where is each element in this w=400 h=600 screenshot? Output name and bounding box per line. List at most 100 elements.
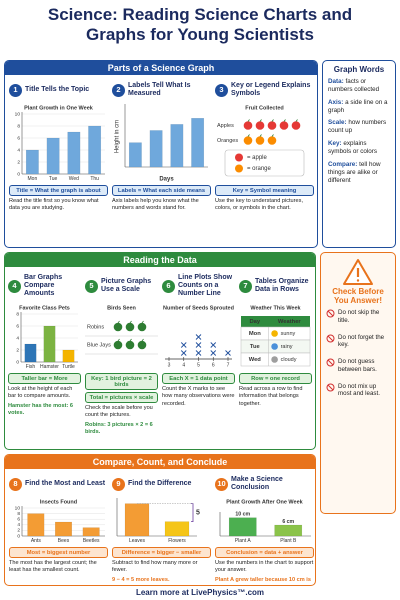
no-icon-ring: [326, 358, 335, 367]
table-cell: Tue: [250, 344, 261, 350]
card-text: Hamster has the most: 6 votes.: [8, 402, 73, 416]
icon: [267, 121, 277, 130]
card-text: Robins: 3 pictures × 2 = 6 birds.: [85, 421, 153, 435]
chart-title: Favorite Class Pets: [19, 305, 70, 311]
y-tick-label: 4: [17, 147, 20, 153]
card-header: 6 Line Plots Show Counts on a Number Line: [162, 271, 235, 301]
x-mark: [210, 342, 217, 348]
check-text: Do not guess between bars.: [338, 358, 377, 373]
bar: [24, 343, 37, 363]
y-tick-label: 4: [16, 335, 19, 341]
chart-title: Number of Seeds Sprouted: [163, 305, 234, 311]
icon-row: [113, 338, 147, 350]
check-text: Do not skip the title.: [338, 309, 380, 324]
card-text: Count the X marks to see how many observ…: [162, 386, 235, 407]
word-item: Axis: a side line on a graph: [328, 99, 390, 115]
x-tick-label: 4: [182, 362, 185, 368]
annotation: 5: [196, 509, 200, 516]
no-icon: [326, 309, 335, 318]
rule-box: Most = biggest number: [9, 547, 108, 558]
no-icon-slash: [327, 359, 334, 366]
y-tick-label: 0: [16, 359, 19, 365]
icon: [137, 322, 147, 332]
icon: [125, 322, 135, 332]
card-header: 4 Bar Graphs Compare Amounts: [8, 271, 81, 301]
icon-row: [243, 119, 301, 130]
x-tick-label: Mon: [28, 176, 38, 182]
mini-chart: Plant Growth in One Week 0 2 4 6 8 10 Mon Tue Wed…: [15, 105, 105, 182]
icon-stem: [247, 119, 250, 122]
card-text: 9 − 4 = 5 more leaves.: [112, 576, 170, 583]
word-item: Data: facts or numbers collected: [328, 78, 390, 94]
icon: [137, 340, 147, 350]
no-icon-ring: [326, 334, 335, 342]
value-label: 6 cm: [282, 519, 294, 525]
key-icon: [235, 164, 243, 173]
word-term: Key:: [328, 140, 342, 148]
x-tick-label: Plant A: [235, 538, 252, 544]
x-tick-label: Leaves: [129, 538, 146, 544]
card: 5 Picture Graphs Use a Scale Birds Seen Rob…: [85, 271, 158, 447]
chart-title: Birds Seen: [107, 305, 136, 311]
icon: [243, 136, 253, 145]
table-header-cell: Day: [249, 319, 260, 325]
y-tick-label: 8: [16, 311, 19, 317]
x-mark: [210, 350, 217, 356]
card: 3 Key or Legend Explains Symbols Fruit Col…: [215, 79, 314, 245]
card-text: Axis labels help you know what the numbe…: [112, 198, 199, 212]
x-tick-label: Fish: [26, 364, 36, 370]
card-title: Line Plots Show Counts on a Number Line: [178, 273, 233, 298]
icon-row: [243, 134, 277, 145]
no-icon-slash: [327, 310, 334, 317]
icon: [255, 136, 265, 145]
no-icon: [326, 334, 335, 342]
bar: [149, 130, 163, 168]
key-label: = orange: [247, 166, 272, 172]
step-number: 5: [85, 279, 98, 293]
x-tick-label: 3: [168, 362, 171, 368]
y-tick-label: 10: [15, 505, 21, 511]
card: 10 Make a Science Conclusion Plant Growth …: [215, 473, 314, 583]
x-mark: [225, 350, 231, 356]
card: 1 Title Tells the Topic Plant Growth in On…: [9, 79, 108, 245]
card-header: 3 Key or Legend Explains Symbols: [215, 79, 314, 101]
y-tick-label: 4: [17, 522, 20, 528]
difference-bracket: [191, 503, 194, 522]
mini-chart: Birds Seen Robins Blue Jays: [85, 305, 158, 355]
word-term: Axis:: [328, 98, 344, 106]
card-title: Key or Legend Explains Symbols: [231, 81, 311, 97]
word-definition: tell how things are alike or different: [328, 160, 381, 184]
x-tick-label: Tue: [49, 176, 58, 182]
mini-chart: Number of Seeds Sprouted 3 4 5 6 7: [163, 305, 234, 368]
bar: [62, 349, 75, 363]
x-tick-label: Turtle: [62, 364, 75, 370]
bar: [274, 524, 303, 537]
x-mark: [180, 350, 187, 356]
word-term: Data:: [328, 78, 344, 85]
check-text: Do not mix up most and least.: [338, 382, 380, 398]
y-tick-label: 2: [16, 347, 19, 353]
card-header: 7 Tables Organize Data in Rows: [239, 271, 312, 301]
icon-stem: [295, 119, 298, 122]
icon: [291, 121, 301, 130]
section-heading: Compare, Count, and Conclude: [5, 455, 315, 469]
icon-stem: [283, 119, 286, 122]
icon: [125, 340, 135, 350]
no-icon: [326, 383, 335, 391]
step-number: 1: [9, 83, 22, 97]
no-icon-slash: [327, 384, 334, 390]
icon-stem: [247, 134, 250, 137]
key-icon: [235, 153, 243, 162]
mini-chart: Leaves Flowers 5: [116, 498, 200, 544]
y-tick-label: 6: [16, 323, 19, 329]
no-icon-ring: [326, 383, 335, 391]
word-definition: explains symbols or colors: [328, 140, 377, 156]
check-item: Do not skip the title.: [326, 309, 390, 325]
rule-box: Row = one record: [239, 373, 312, 384]
step-number: 9: [112, 477, 125, 491]
bar: [55, 521, 73, 537]
icon-stem: [259, 134, 262, 137]
table-cell: sunny: [281, 331, 296, 337]
row-label: Robins: [87, 324, 104, 330]
